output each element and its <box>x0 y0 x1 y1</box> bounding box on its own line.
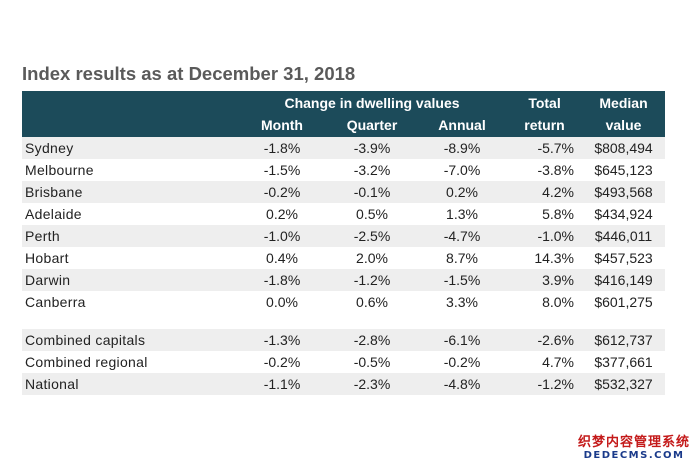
row-median: $493,568 <box>582 181 666 203</box>
header-total-line2: return <box>507 114 583 137</box>
row-quarter: -1.2% <box>327 269 417 291</box>
row-quarter: 0.6% <box>356 294 388 310</box>
row-median: $457,523 <box>594 250 653 266</box>
row-total: -2.6% <box>507 329 583 351</box>
row-median: $434,924 <box>594 206 653 222</box>
row-name: Adelaide <box>25 206 82 222</box>
table-row: Brisbane -0.2% -0.1% 0.2% 4.2% $493,568 <box>22 181 666 203</box>
table-row: National -1.1% -2.3% -4.8% -1.2% $532,32… <box>22 373 666 395</box>
header-quarter: Quarter <box>327 114 417 137</box>
row-median: $645,123 <box>594 162 653 178</box>
row-median: $532,327 <box>582 373 666 395</box>
row-median: $612,737 <box>582 329 666 351</box>
index-results-table: Change in dwelling values Total Median M… <box>22 91 666 395</box>
row-total: -1.0% <box>507 225 583 247</box>
header-blank-2 <box>22 114 237 137</box>
table-row: Perth -1.0% -2.5% -4.7% -1.0% $446,011 <box>22 225 666 247</box>
row-month: -1.8% <box>237 269 327 291</box>
header-median-line2: value <box>582 114 666 137</box>
watermark-line2: DEDECMS.COM <box>583 450 685 461</box>
row-median: $446,011 <box>582 225 666 247</box>
header-blank <box>22 91 237 114</box>
row-total: 4.7% <box>542 354 575 370</box>
row-total: 4.2% <box>507 181 583 203</box>
row-name: Melbourne <box>25 162 94 178</box>
table-row: Adelaide 0.2% 0.5% 1.3% 5.8% $434,924 <box>22 203 665 225</box>
row-quarter: -0.1% <box>327 181 417 203</box>
row-month: -1.8% <box>237 137 327 159</box>
row-name: Hobart <box>25 250 69 266</box>
row-name: Darwin <box>22 269 237 291</box>
row-total: -5.7% <box>507 137 583 159</box>
row-total: 8.0% <box>542 294 575 310</box>
header-group-change: Change in dwelling values <box>237 91 508 114</box>
row-quarter: -3.2% <box>353 162 391 178</box>
row-name: National <box>22 373 237 395</box>
row-name: Combined regional <box>25 354 148 370</box>
row-spacer <box>22 313 666 329</box>
watermark-line1: 织梦内容管理系统 <box>577 435 690 450</box>
row-quarter: -2.8% <box>327 329 417 351</box>
row-annual: 1.3% <box>446 206 478 222</box>
row-median: $601,275 <box>594 294 653 310</box>
row-total: -1.2% <box>507 373 583 395</box>
header-median-line1: Median <box>582 91 666 114</box>
row-annual: -4.8% <box>417 373 508 395</box>
header-total-line1: Total <box>507 91 583 114</box>
row-month: -1.5% <box>263 162 301 178</box>
row-total: -3.8% <box>537 162 575 178</box>
row-quarter: -2.5% <box>327 225 417 247</box>
row-annual: -7.0% <box>443 162 481 178</box>
row-quarter: -2.3% <box>327 373 417 395</box>
table-row: Combined regional -0.2% -0.5% -0.2% 4.7%… <box>22 351 665 373</box>
row-month: -1.3% <box>237 329 327 351</box>
row-name: Canberra <box>25 294 86 310</box>
table-row: Darwin -1.8% -1.2% -1.5% 3.9% $416,149 <box>22 269 666 291</box>
row-quarter: 0.5% <box>356 206 388 222</box>
table-body: Sydney -1.8% -3.9% -8.9% -5.7% $808,494 … <box>22 137 666 395</box>
table-title: Index results as at December 31, 2018 <box>22 63 356 84</box>
table-row: Hobart 0.4% 2.0% 8.7% 14.3% $457,523 <box>22 247 665 269</box>
row-total: 3.9% <box>507 269 583 291</box>
row-month: -1.1% <box>237 373 327 395</box>
row-name: Sydney <box>22 137 237 159</box>
row-median: $416,149 <box>582 269 666 291</box>
row-annual: 3.3% <box>446 294 478 310</box>
header-month: Month <box>237 114 327 137</box>
row-month: 0.0% <box>266 294 298 310</box>
row-name: Perth <box>22 225 237 247</box>
row-annual: 0.2% <box>417 181 508 203</box>
row-quarter: -3.9% <box>327 137 417 159</box>
row-quarter: -0.5% <box>353 354 391 370</box>
spacer-cell <box>22 313 666 329</box>
row-annual: -6.1% <box>417 329 508 351</box>
row-name: Brisbane <box>22 181 237 203</box>
row-annual: -4.7% <box>417 225 508 247</box>
row-month: 0.4% <box>266 250 298 266</box>
row-annual: -1.5% <box>417 269 508 291</box>
table-row: Canberra 0.0% 0.6% 3.3% 8.0% $601,275 <box>22 291 665 313</box>
row-annual: -8.9% <box>417 137 508 159</box>
row-month: -0.2% <box>237 181 327 203</box>
watermark: 织梦内容管理系统 DEDECMS.COM <box>578 431 690 461</box>
table-row: Sydney -1.8% -3.9% -8.9% -5.7% $808,494 <box>22 137 666 159</box>
row-median: $377,661 <box>594 354 653 370</box>
row-name: Combined capitals <box>22 329 237 351</box>
header-annual: Annual <box>417 114 508 137</box>
row-month: -1.0% <box>237 225 327 247</box>
row-annual: -0.2% <box>443 354 481 370</box>
row-total: 14.3% <box>534 250 575 266</box>
row-month: 0.2% <box>266 206 298 222</box>
row-annual: 8.7% <box>446 250 478 266</box>
table-header: Change in dwelling values Total Median M… <box>22 91 666 137</box>
row-median: $808,494 <box>582 137 666 159</box>
table-row: Combined capitals -1.3% -2.8% -6.1% -2.6… <box>22 329 666 351</box>
row-quarter: 2.0% <box>356 250 388 266</box>
table-row: Melbourne -1.5% -3.2% -7.0% -3.8% $645,1… <box>22 159 665 181</box>
row-total: 5.8% <box>542 206 575 222</box>
row-month: -0.2% <box>263 354 301 370</box>
